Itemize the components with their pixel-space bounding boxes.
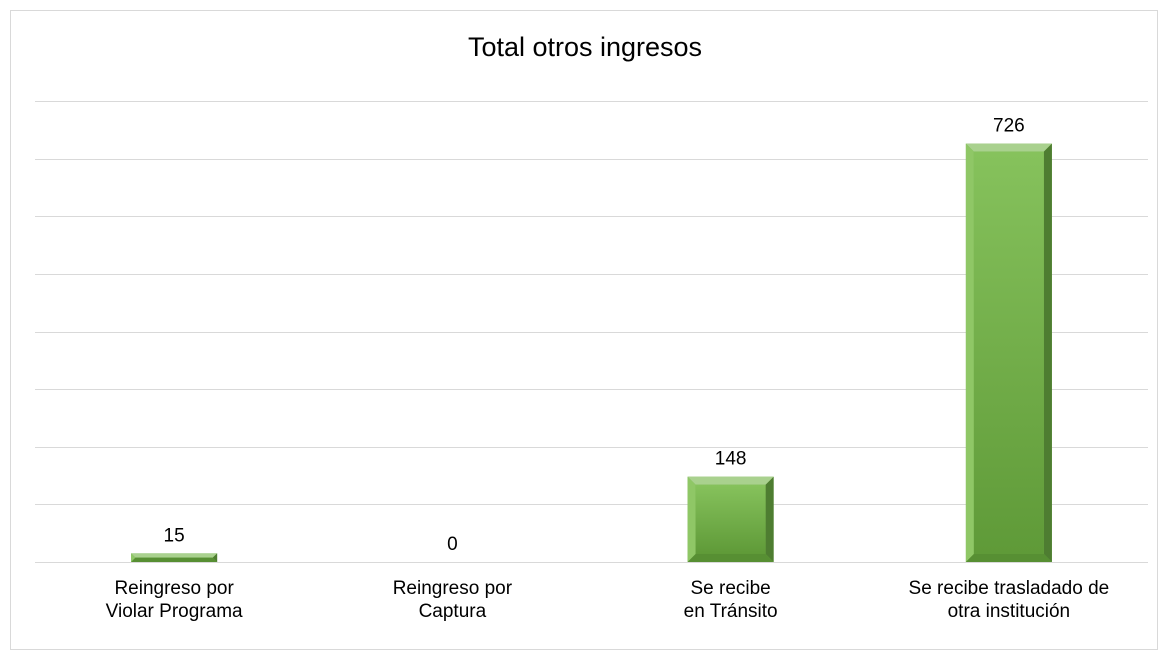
category-label-0: Reingreso por Violar Programa (105, 578, 243, 622)
category-label-3: Se recibe trasladado de otra institución (908, 578, 1110, 622)
bar-3 (965, 143, 1052, 562)
bar-2 (687, 476, 774, 562)
chart-title: Total otros ingresos (467, 32, 703, 62)
bar-0 (131, 553, 218, 562)
bars (131, 143, 1052, 562)
data-label-0: 15 (164, 525, 185, 546)
category-label-1: Reingreso por Captura (392, 578, 513, 622)
data-label-3: 726 (993, 116, 1025, 137)
data-label-2: 148 (715, 449, 747, 470)
category-label-2: Se recibe en Tránsito (683, 578, 778, 622)
gridlines (35, 101, 1148, 563)
data-labels: 15 0 148 726 (164, 116, 1025, 555)
data-label-1: 0 (447, 534, 458, 555)
